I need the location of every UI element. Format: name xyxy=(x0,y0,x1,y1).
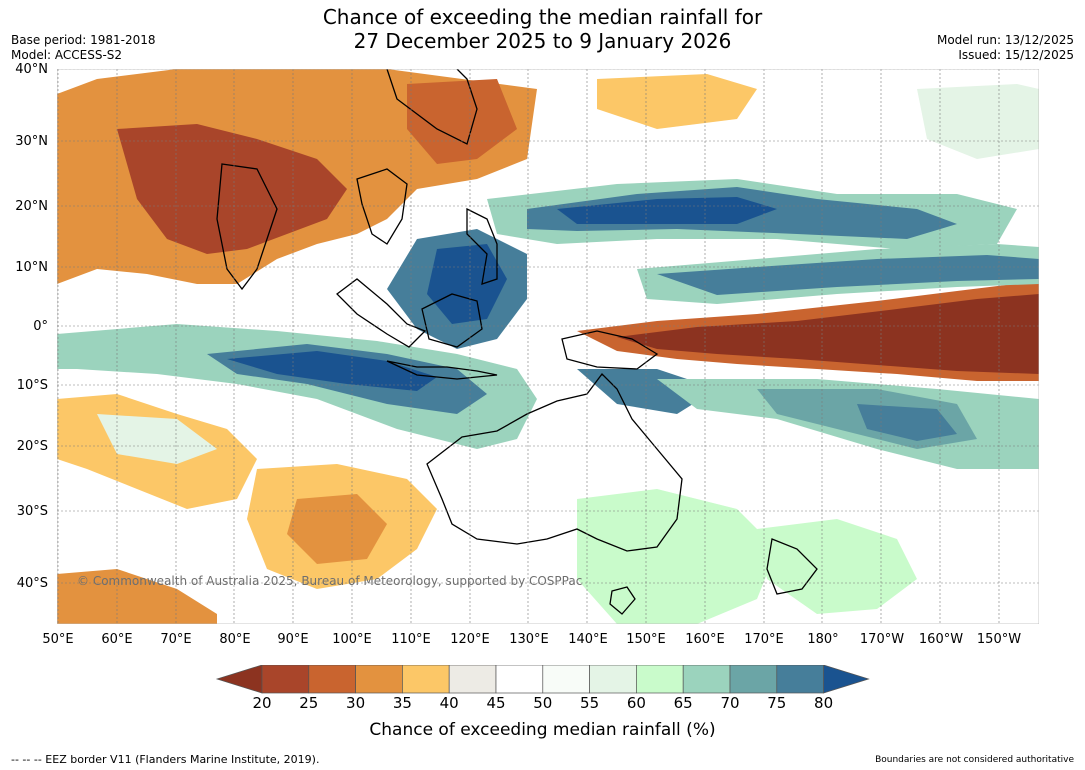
meta-right: Model run: 13/12/2025 Issued: 15/12/2025 xyxy=(937,33,1074,63)
rainfall-map xyxy=(57,69,1039,624)
title-line-2: 27 December 2025 to 9 January 2026 xyxy=(353,29,732,53)
lon-label-150e: 150°E xyxy=(626,632,666,647)
lon-label-170w: 170°W xyxy=(859,632,905,647)
lon-label-110e: 110°E xyxy=(391,632,431,647)
lon-label-180: 180° xyxy=(807,632,839,647)
lon-label-70e: 70°E xyxy=(160,632,192,647)
lon-label-130e: 130°E xyxy=(509,632,549,647)
dry-anomaly-regions xyxy=(57,69,1039,624)
colorbar-tick-label: 35 xyxy=(392,694,412,712)
coastlines xyxy=(216,69,818,615)
lat-label-30n: 30°N xyxy=(15,134,48,149)
lat-label-0: 0° xyxy=(33,319,48,334)
colorbar-label: Chance of exceeding median rainfall (%) xyxy=(369,720,716,740)
boundaries-disclaimer: Boundaries are not considered authoritat… xyxy=(875,755,1074,765)
new-guinea-coast xyxy=(561,330,659,370)
copyright-notice: © Commonwealth of Australia 2025, Bureau… xyxy=(77,574,583,588)
borneo-coast xyxy=(421,293,483,348)
lon-label-170e: 170°E xyxy=(744,632,784,647)
base-period: Base period: 1981-2018 xyxy=(11,33,156,47)
colorbar-tick-label: 45 xyxy=(486,694,506,712)
lat-label-10s: 10°S xyxy=(16,378,48,393)
colorbar-cell xyxy=(402,665,450,694)
lat-label-20s: 20°S xyxy=(16,439,48,454)
lon-label-150w: 150°W xyxy=(976,632,1022,647)
lat-label-10n: 10°N xyxy=(15,260,48,275)
map-title: Chance of exceeding the median rainfall … xyxy=(0,5,1085,53)
colorbar xyxy=(215,665,870,694)
lon-label-140e: 140°E xyxy=(568,632,608,647)
colorbar-tick-label: 80 xyxy=(814,694,834,712)
lon-label-160w: 160°W xyxy=(918,632,964,647)
lon-label-80e: 80°E xyxy=(219,632,251,647)
colorbar-tick-label: 25 xyxy=(299,694,319,712)
wet-anomaly-regions xyxy=(57,84,1039,624)
lon-label-120e: 120°E xyxy=(450,632,490,647)
lon-label-90e: 90°E xyxy=(277,632,309,647)
lon-label-50e: 50°E xyxy=(42,632,74,647)
colorbar-cell xyxy=(682,665,731,694)
colorbar-tick-label: 40 xyxy=(439,694,459,712)
colorbar-tick-label: 65 xyxy=(673,694,693,712)
indochina-coast xyxy=(356,168,408,245)
china-coast xyxy=(386,69,478,145)
colorbar-tick-label: 70 xyxy=(720,694,740,712)
java-coast xyxy=(386,360,498,380)
colorbar-cell xyxy=(261,665,310,694)
model-name: Model: ACCESS-S2 xyxy=(11,48,123,62)
lat-label-30s: 30°S xyxy=(16,504,48,519)
colorbar-tick-label: 60 xyxy=(626,694,646,712)
colorbar-cell xyxy=(776,665,824,694)
meta-left: Base period: 1981-2018 Model: ACCESS-S2 xyxy=(11,33,156,63)
colorbar-cell xyxy=(355,665,403,694)
colorbar-cell xyxy=(589,665,637,694)
lat-label-40n: 40°N xyxy=(15,62,48,77)
tasmania-coast xyxy=(609,586,636,615)
title-line-1: Chance of exceeding the median rainfall … xyxy=(322,5,763,29)
colorbar-extend-low xyxy=(215,665,263,694)
colorbar-extend-high xyxy=(823,665,870,694)
colorbar-cell xyxy=(448,665,497,694)
colorbar-tick-label: 50 xyxy=(533,694,553,712)
colorbar-cell xyxy=(495,665,544,694)
philippines-coast xyxy=(466,207,498,285)
new-zealand-coast xyxy=(766,538,818,595)
colorbar-cell xyxy=(308,665,356,694)
colorbar-tick-label: 75 xyxy=(767,694,787,712)
colorbar-cell xyxy=(729,665,778,694)
colorbar-cell xyxy=(542,665,590,694)
graticule xyxy=(57,69,1039,624)
colorbar-tick-label: 30 xyxy=(346,694,366,712)
colorbar-tick-label: 20 xyxy=(252,694,272,712)
sumatra-coast xyxy=(336,278,427,348)
model-run: Model run: 13/12/2025 xyxy=(936,33,1074,47)
eez-border-note: -- -- -- EEZ border V11 (Flanders Marine… xyxy=(11,753,320,766)
issued-date: Issued: 15/12/2025 xyxy=(958,48,1074,62)
colorbar-cell xyxy=(636,665,684,694)
lon-label-100e: 100°E xyxy=(332,632,372,647)
colorbar-tick-label: 55 xyxy=(580,694,600,712)
australia-coast xyxy=(426,373,683,552)
lat-label-20n: 20°N xyxy=(15,199,48,214)
lat-label-40s: 40°S xyxy=(16,576,48,591)
lon-label-160e: 160°E xyxy=(685,632,725,647)
lon-label-60e: 60°E xyxy=(101,632,133,647)
india-coast xyxy=(216,163,278,291)
